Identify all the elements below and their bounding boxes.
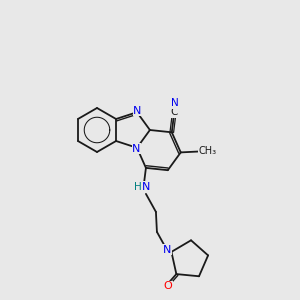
Text: H: H <box>134 182 142 192</box>
Text: C: C <box>170 107 178 117</box>
Text: N: N <box>133 106 142 116</box>
Text: N: N <box>142 182 150 192</box>
Text: N: N <box>163 245 171 255</box>
Text: O: O <box>163 281 172 291</box>
Text: N: N <box>132 144 141 154</box>
Text: N: N <box>171 98 179 108</box>
Text: CH₃: CH₃ <box>199 146 217 156</box>
